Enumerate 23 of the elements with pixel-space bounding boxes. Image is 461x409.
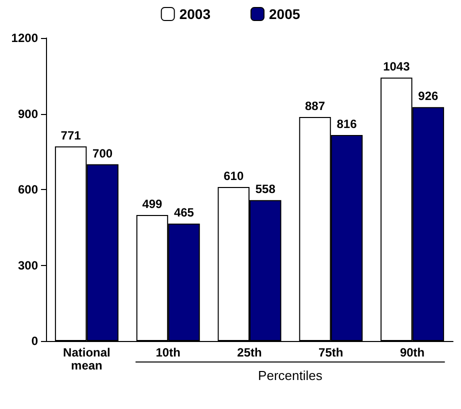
- data-label: 499: [142, 197, 163, 212]
- legend-label: 2003: [179, 6, 211, 22]
- data-label: 926: [418, 89, 439, 104]
- x-tick-label: 10th: [156, 346, 180, 360]
- y-tick-label: 0: [31, 334, 38, 348]
- data-label: 558: [255, 182, 276, 196]
- x-tick-label: 75th: [318, 346, 344, 360]
- data-label: 1043: [383, 60, 410, 74]
- legend-label: 2005: [269, 6, 300, 22]
- x-tick-label: 25th: [237, 346, 262, 360]
- x-tick-label: 90th: [400, 346, 425, 360]
- y-tick-label: 300: [18, 258, 38, 272]
- y-tick-label: 900: [18, 106, 38, 121]
- data-label: 610: [224, 168, 244, 183]
- x-axis-title: Percentiles: [258, 368, 323, 383]
- x-tick-label: National mean: [63, 346, 110, 372]
- data-label: 816: [336, 116, 358, 131]
- data-label: 887: [305, 99, 326, 114]
- data-label: 700: [92, 146, 113, 160]
- data-label: 771: [60, 128, 82, 142]
- data-label: 465: [174, 206, 194, 220]
- y-tick-label: 600: [18, 182, 38, 196]
- y-tick-label: 1200: [11, 31, 38, 45]
